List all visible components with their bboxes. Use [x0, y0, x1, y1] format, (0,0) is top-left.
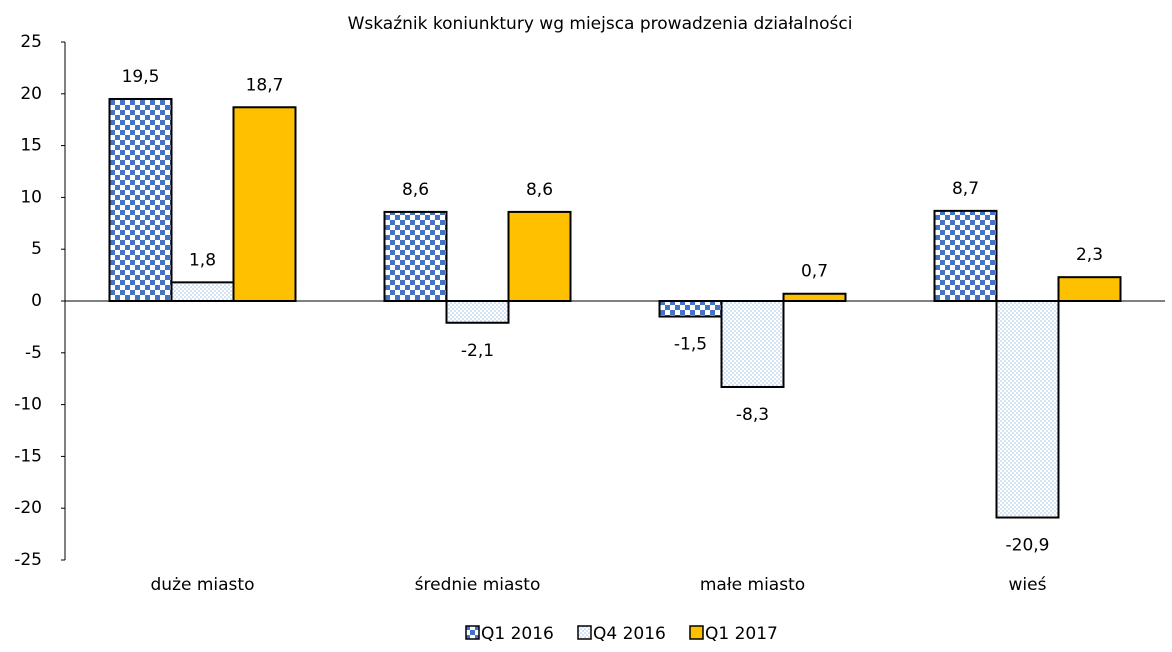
bar — [445, 300, 510, 324]
value-label: 19,5 — [122, 67, 160, 87]
legend-label: Q1 2017 — [705, 624, 778, 644]
bar — [782, 292, 847, 302]
y-tick-label: -5 — [25, 343, 42, 363]
y-tick-label: -10 — [14, 395, 42, 415]
y-tick-label: 10 — [20, 187, 42, 207]
bar — [383, 210, 448, 303]
y-tick-label: -25 — [14, 550, 42, 570]
legend-swatch — [689, 625, 704, 640]
value-label: -1,5 — [674, 335, 707, 355]
y-tick-label: 5 — [31, 239, 42, 259]
y-tick-label: 0 — [31, 291, 42, 311]
y-tick-label: -15 — [14, 446, 42, 466]
value-label: -20,9 — [1006, 536, 1050, 556]
value-label: 1,8 — [189, 250, 216, 270]
value-label: 2,3 — [1076, 245, 1103, 265]
value-label: -8,3 — [736, 405, 769, 425]
value-label: 0,7 — [801, 262, 828, 282]
x-tick-label: duże miasto — [151, 575, 255, 595]
legend-label: Q4 2016 — [593, 624, 666, 644]
x-tick-label: wieś — [1009, 575, 1047, 595]
y-tick-label: -20 — [14, 498, 42, 518]
value-label: 8,6 — [402, 180, 429, 200]
chart-title: Wskaźnik koniunktury wg miejsca prowadze… — [348, 14, 853, 34]
bar — [170, 281, 235, 302]
bar — [658, 300, 723, 318]
bar — [995, 300, 1060, 519]
bar — [507, 210, 572, 303]
bar — [108, 97, 173, 303]
bar — [232, 106, 297, 302]
y-tick-label: 25 — [20, 32, 42, 52]
legend-swatch — [577, 625, 592, 640]
x-tick-label: średnie miasto — [415, 575, 541, 595]
value-label: -2,1 — [461, 341, 494, 361]
x-tick-label: małe miasto — [700, 575, 805, 595]
value-label: 8,7 — [952, 179, 979, 199]
value-label: 8,6 — [526, 180, 553, 200]
bar — [933, 209, 998, 302]
legend-swatch — [465, 625, 480, 640]
value-label: 18,7 — [246, 75, 284, 95]
bar — [720, 300, 785, 388]
y-tick-label: 15 — [20, 136, 42, 156]
bar — [1057, 276, 1122, 302]
legend-label: Q1 2016 — [481, 624, 554, 644]
y-tick-label: 20 — [20, 84, 42, 104]
